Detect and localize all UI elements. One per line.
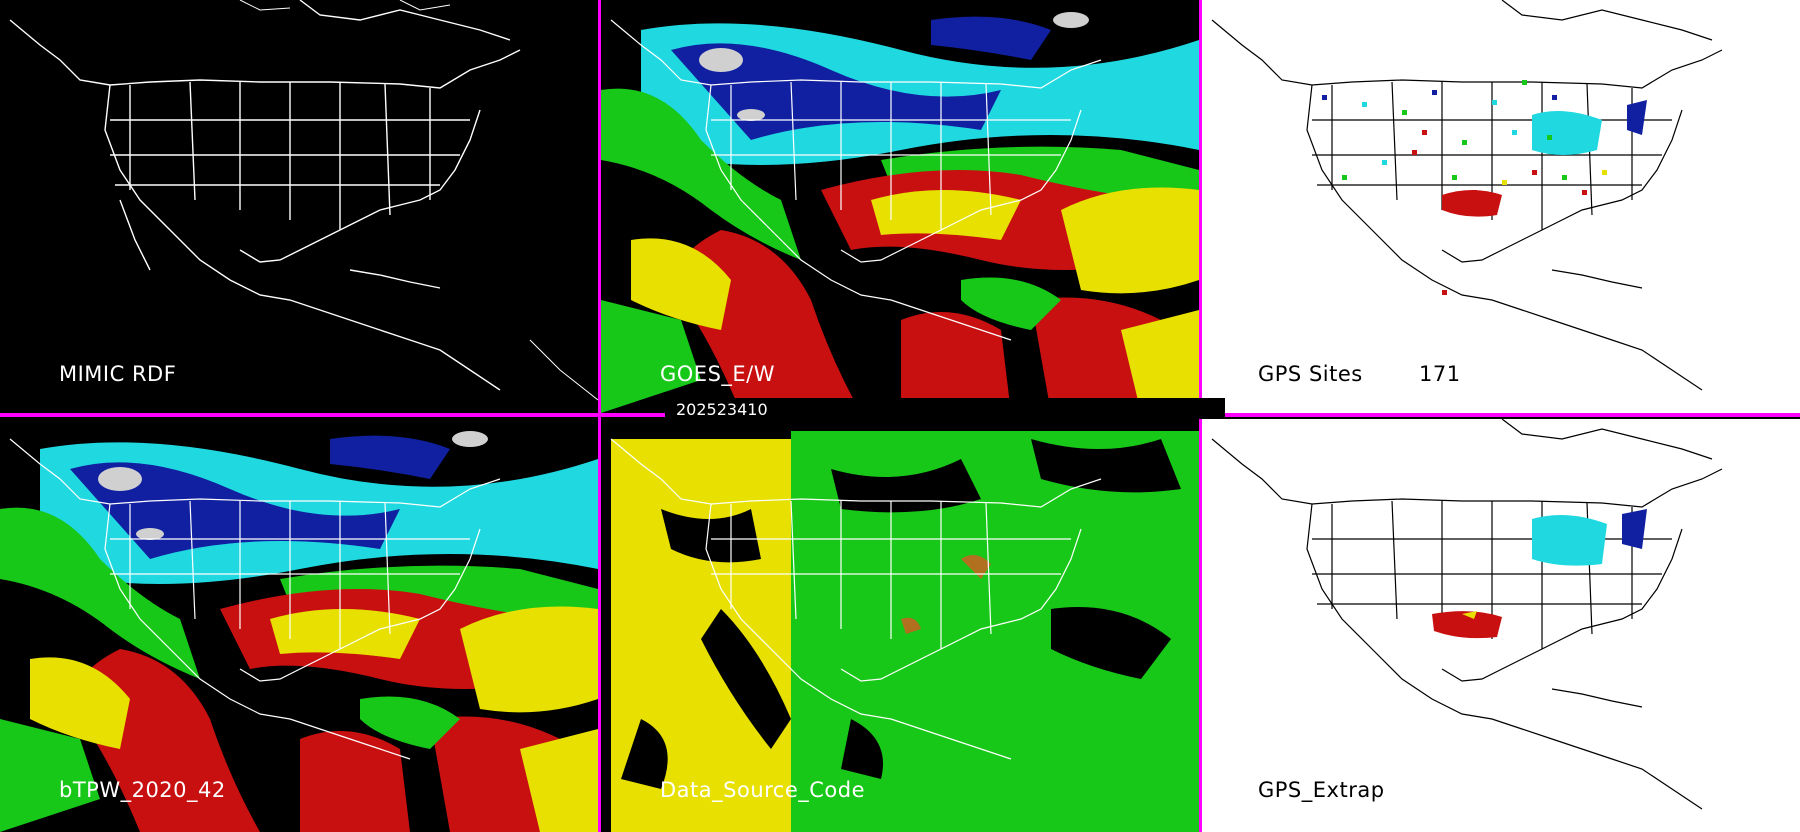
panel-gps-extrap: GPS_Extrap xyxy=(1202,419,1800,832)
panel-data-source: Data_Source_Code xyxy=(601,419,1199,832)
timestamp: 202523410 xyxy=(676,400,768,419)
data-source-map xyxy=(601,419,1199,832)
panel-label-gps-sites: GPS Sites xyxy=(1258,362,1363,386)
btpw-map xyxy=(0,431,598,832)
panel-label-gps-extrap: GPS_Extrap xyxy=(1258,778,1385,802)
gps-site-markers xyxy=(1322,80,1607,295)
panel-label-data-source: Data_Source_Code xyxy=(660,778,866,802)
panel-gps-sites: GPS Sites 171 xyxy=(1202,0,1800,413)
timestamp-bar xyxy=(665,398,1225,419)
panel-label-btpw: bTPW_2020_42 xyxy=(59,778,226,802)
gps-extrap-map xyxy=(1211,419,1723,810)
panel-btpw: bTPW_2020_42 xyxy=(0,419,598,832)
mimic-map xyxy=(9,0,598,401)
panel-goes: GOES_E/W xyxy=(601,0,1199,413)
goes-tpw-map xyxy=(601,12,1199,413)
panel-label-mimic: MIMIC RDF xyxy=(59,362,177,386)
gps-sites-map xyxy=(1211,0,1723,391)
gps-sites-count: 171 xyxy=(1419,362,1461,386)
panel-label-goes: GOES_E/W xyxy=(660,362,776,386)
panel-mimic-rdf: MIMIC RDF xyxy=(0,0,598,413)
